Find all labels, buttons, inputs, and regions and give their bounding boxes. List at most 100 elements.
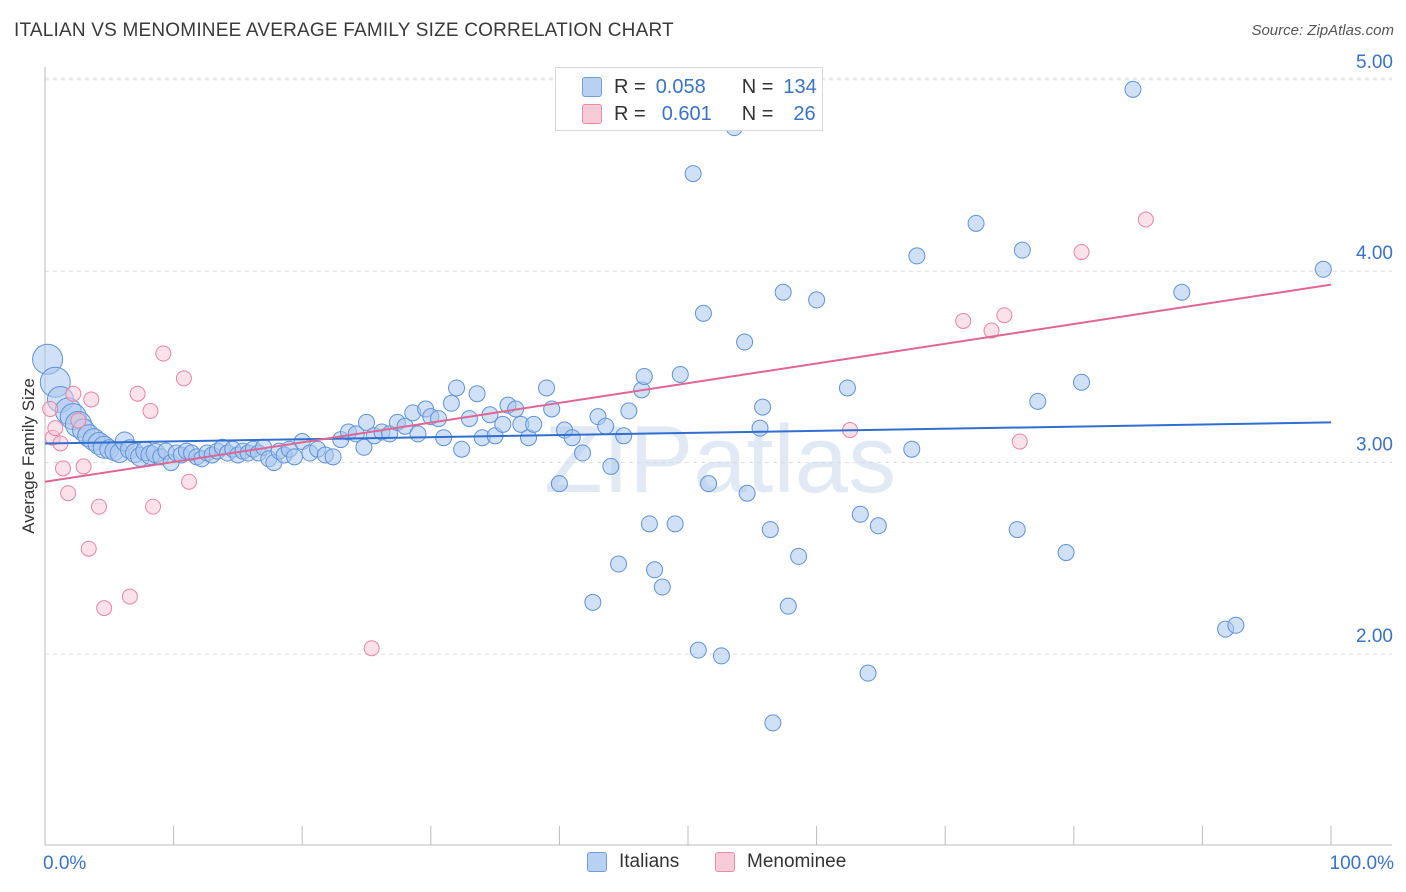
legend-n-label: N = — [741, 75, 774, 98]
point-italians — [712, 647, 730, 665]
point-italians — [761, 521, 779, 539]
point-italians — [525, 415, 543, 433]
y-tick-label: 5.00 — [1356, 52, 1393, 73]
point-italians — [903, 440, 921, 458]
point-italians — [550, 475, 568, 493]
point-italians — [838, 379, 856, 397]
point-italians — [584, 593, 602, 611]
point-menominee — [363, 640, 380, 657]
point-menominee — [55, 460, 72, 477]
trend-line-italians — [44, 421, 1332, 445]
axes — [44, 67, 1392, 846]
point-menominee — [1137, 211, 1154, 228]
point-italians — [602, 457, 620, 475]
point-italians — [453, 440, 471, 458]
tick-labels: 2.00 3.00 4.00 5.00 0.0% 100.0% — [43, 52, 1394, 874]
point-italians — [1227, 616, 1245, 634]
point-menominee — [1073, 244, 1090, 261]
chart-title: ITALIAN VS MENOMINEE AVERAGE FAMILY SIZE… — [14, 20, 674, 41]
bottom-legend-label-menominee: Menominee — [747, 851, 847, 872]
point-italians — [869, 517, 887, 535]
point-italians — [751, 419, 769, 437]
source-label: Source: ZipAtlas.com — [1251, 22, 1394, 39]
point-menominee — [96, 600, 113, 617]
point-italians — [494, 415, 512, 433]
point-italians — [1029, 392, 1047, 410]
legend-swatch-menominee — [582, 104, 602, 124]
point-italians — [646, 561, 664, 579]
point-italians — [1057, 544, 1075, 562]
point-menominee — [70, 412, 87, 429]
point-italians — [620, 402, 638, 420]
point-menominee — [155, 345, 172, 362]
point-menominee — [91, 498, 108, 515]
point-italians — [684, 165, 702, 183]
point-menominee — [129, 385, 146, 402]
point-italians — [615, 427, 633, 445]
point-italians — [774, 283, 792, 301]
point-italians — [671, 366, 689, 384]
point-italians — [409, 425, 427, 443]
bottom-legend-swatch-menominee — [715, 852, 735, 872]
point-menominee — [60, 485, 77, 502]
point-italians — [666, 515, 684, 533]
legend-r-value: 0.058 — [655, 75, 706, 98]
point-italians — [460, 410, 478, 428]
point-menominee — [75, 458, 92, 475]
point-italians — [610, 555, 628, 573]
point-italians — [694, 304, 712, 322]
point-menominee — [47, 420, 64, 437]
point-italians — [967, 214, 985, 232]
point-italians — [355, 438, 373, 456]
legend-row-menominee: R = 0.601 N = 26 — [582, 101, 816, 127]
bottom-legend-label-italians: Italians — [619, 851, 680, 872]
bottom-legend-italians: Italians — [587, 851, 679, 873]
point-italians — [790, 547, 808, 565]
point-italians — [738, 484, 756, 502]
point-italians — [808, 291, 826, 309]
point-italians — [859, 664, 877, 682]
bottom-legend-menominee: Menominee — [715, 851, 846, 873]
point-italians — [430, 410, 448, 428]
point-italians — [468, 385, 486, 403]
point-italians — [1173, 283, 1191, 301]
trend-line-menominee — [44, 283, 1332, 483]
point-italians — [908, 247, 926, 265]
point-italians — [1124, 80, 1142, 98]
point-italians — [448, 379, 466, 397]
point-italians — [736, 333, 754, 351]
point-menominee — [121, 588, 138, 605]
point-italians — [285, 448, 303, 466]
point-italians — [640, 515, 658, 533]
point-italians — [1073, 373, 1091, 391]
x-tick-label: 100.0% — [1330, 853, 1395, 874]
legend-n-value: 26 — [793, 102, 816, 125]
point-italians — [700, 475, 718, 493]
y-tick-label: 2.00 — [1356, 626, 1393, 647]
point-menominee — [80, 540, 97, 557]
point-menominee — [42, 401, 59, 418]
legend-n-label: N = — [741, 102, 774, 125]
point-italians — [1013, 241, 1031, 259]
y-axis-label: Average Family Size — [19, 378, 38, 534]
point-italians — [442, 394, 460, 412]
point-italians — [779, 597, 797, 615]
point-italians — [324, 448, 342, 466]
x-tick-label: 0.0% — [43, 853, 86, 874]
legend-n-value: 134 — [783, 75, 817, 98]
point-italians — [597, 417, 615, 435]
point-italians — [689, 641, 707, 659]
point-italians — [764, 714, 782, 732]
legend-row-italians: R = 0.058 N = 134 — [582, 74, 817, 100]
point-italians — [653, 578, 671, 596]
y-tick-label: 4.00 — [1356, 243, 1393, 264]
point-menominee — [83, 391, 100, 408]
point-menominee — [996, 307, 1013, 324]
legend-swatch-italians — [582, 77, 602, 97]
legend-r-value: 0.601 — [661, 102, 712, 125]
legend-r-label: R = — [614, 75, 646, 98]
point-menominee — [181, 473, 198, 490]
point-italians — [851, 505, 869, 523]
gridlines — [45, 77, 1392, 655]
